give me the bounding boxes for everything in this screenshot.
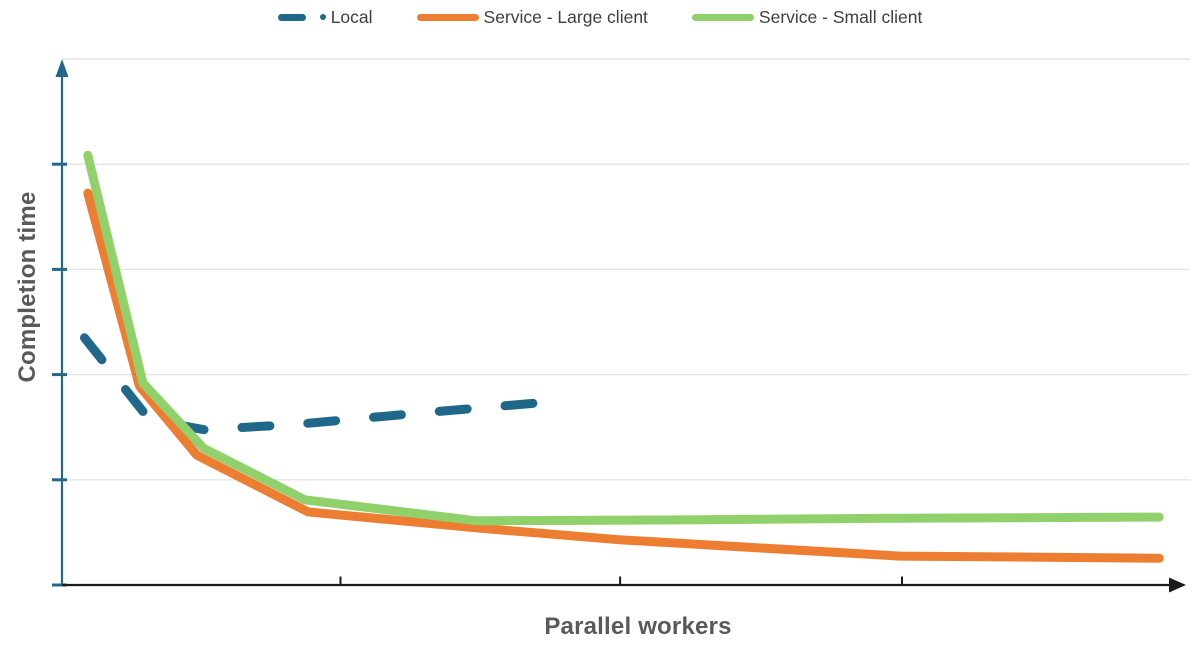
series-line-service-small-client [83,150,1164,526]
x-axis-arrow-icon [1169,577,1186,593]
service-small-line-swatch-icon [691,13,754,21]
x-axis-title: Parallel workers [544,613,732,640]
legend-label-local: Local [330,7,373,27]
service-large-line-swatch-icon [416,13,479,21]
legend-label-service-small: Service - Small client [758,7,923,27]
legend-item-local: Local [277,5,373,29]
legend-item-service-large: Service - Large client [416,5,648,29]
y-axis-title: Completion time [14,191,41,383]
y-axis-arrow-icon [55,59,69,77]
series-line-service-large-client [83,188,1164,563]
series-line-local [80,333,567,435]
legend-label-service-large: Service - Large client [483,7,648,27]
legend-item-service-small: Service - Small client [691,5,923,29]
chart-legend: Local Service - Large client Service - S… [0,5,1200,29]
local-dash-dot-swatch-icon [277,13,326,21]
